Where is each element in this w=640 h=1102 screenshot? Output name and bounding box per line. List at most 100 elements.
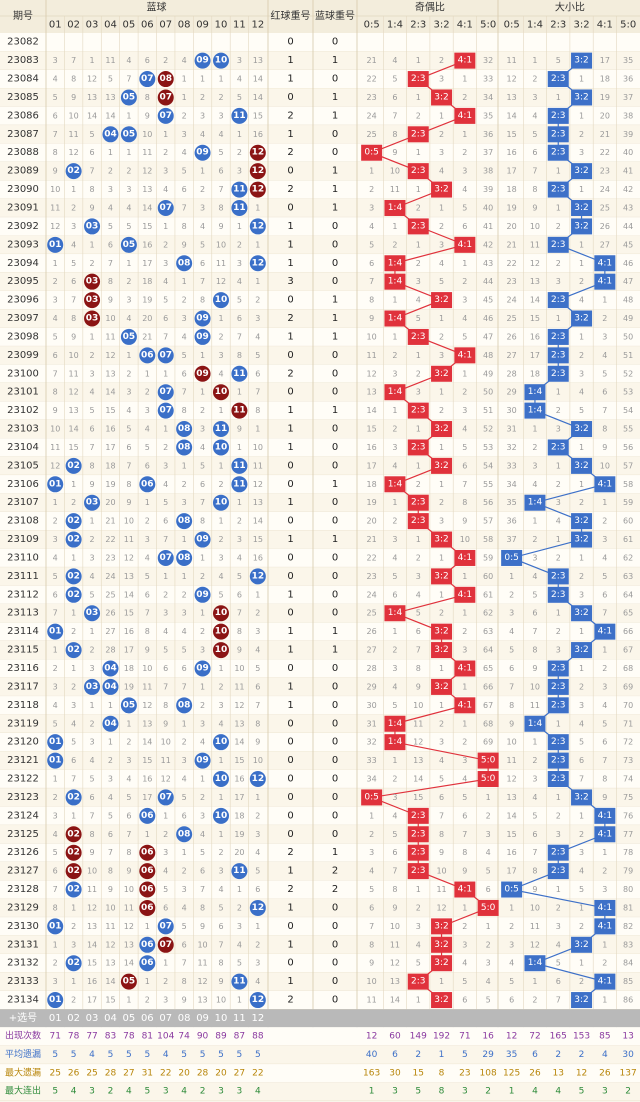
blue-ball-hit [139,863,156,880]
oe-miss-count: 7 [392,867,397,876]
oe-miss-count: 3 [416,277,421,286]
bs-miss-count: 13 [530,277,540,286]
stats-blue-value: 25 [86,1068,97,1078]
bs-miss-count: 11 [530,922,540,931]
blue-miss-count: 2 [237,903,242,912]
bs-miss-count: 4 [556,940,561,949]
stats-blue-value: 27 [123,1068,134,1078]
blue-miss-count: 16 [87,977,97,986]
oe-miss-count: 7 [439,811,444,820]
blue-miss-count: 5 [126,425,131,434]
bs-miss-count: 1 [579,480,584,489]
red-repeat-value: 2 [287,995,293,1006]
bs-miss-count: 23 [600,167,610,176]
oe-miss-count: 8 [462,848,467,857]
oe-miss-count: 1 [416,148,421,157]
row-bg [0,714,640,733]
bs-miss-count: 5 [602,369,607,378]
blue-miss-count: 2 [218,93,223,102]
stats-blue-value: 4 [181,1087,187,1097]
oe-miss-count: 1 [416,56,421,65]
bs-miss-count: 56 [623,443,633,452]
blue-miss-count: 4 [237,75,242,84]
blue-miss-count: 7 [218,185,223,194]
oe-hit-cell [384,310,406,327]
blue-miss-count: 3 [53,811,58,820]
row-bg [0,732,640,752]
blue-miss-count: 3 [255,959,260,968]
bs-miss-count: 1 [556,167,561,176]
blue-ball-hit [84,605,101,622]
blue-miss-count: 9 [126,867,131,876]
blue-miss-count: 6 [126,811,131,820]
blue-miss-count: 3 [163,848,168,857]
blue-ball-hit [231,476,248,493]
blue-repeat-value: 1 [332,166,338,177]
oe-miss-count: 62 [483,609,493,618]
red-repeat-value: 0 [287,571,293,582]
blue-miss-count: 10 [142,664,152,673]
oe-miss-count: 3 [462,756,467,765]
blue-miss-count: 1 [71,553,76,562]
blue-miss-count: 3 [90,738,95,747]
issue-number: 23112 [7,589,39,600]
blue-miss-count: 13 [234,719,244,728]
oe-miss-count: 11 [390,185,400,194]
blue-ball-number: 07 [159,350,172,360]
bs-miss-count: 2 [602,959,607,968]
blue-ball-hit [157,89,174,106]
blue-miss-count: 3 [237,922,242,931]
blue-miss-count: 21 [105,517,115,526]
blue-miss-count: 15 [234,756,244,765]
blue-miss-count: 10 [197,940,207,949]
blue-miss-count: 1 [145,369,150,378]
blue-miss-count: 12 [161,775,171,784]
blue-miss-count: 5 [237,93,242,102]
blue-col-label: 02 [67,20,80,31]
bs-miss-count: 1 [579,443,584,452]
blue-ball-number: 01 [49,240,62,250]
blue-miss-count: 4 [218,885,223,894]
blue-miss-count: 2 [163,56,168,65]
bs-miss-count: 7 [509,682,514,691]
blue-miss-count: 5 [255,351,260,360]
blue-miss-count: 3 [126,185,131,194]
oe-miss-count: 1 [392,498,397,507]
blue-miss-count: 4 [218,572,223,581]
bs-miss-count: 2 [579,977,584,986]
blue-miss-count: 3 [182,130,187,139]
stats-bs-value: 4 [532,1087,538,1097]
bs-miss-count: 68 [623,664,633,673]
blue-col-label: 01 [49,20,62,31]
issue-number: 23121 [7,755,39,766]
bs-hit-label: 2:3 [551,350,565,360]
issue-number: 23102 [7,405,39,416]
blue-miss-count: 1 [182,719,187,728]
bs-hit-cell [594,918,616,935]
blue-miss-count: 1 [163,222,168,231]
oe-hit-label: 0:5 [364,792,378,802]
blue-miss-count: 1 [163,959,168,968]
bs-miss-count: 19 [507,203,517,212]
blue-miss-count: 8 [218,203,223,212]
bs-col-label: 2:3 [550,20,566,31]
oe-miss-count: 33 [483,75,493,84]
oe-miss-count: 1 [416,240,421,249]
oe-miss-count: 68 [483,719,493,728]
row-bg [0,456,640,476]
red-repeat-value: 1 [287,258,293,269]
blue-miss-count: 6 [90,148,95,157]
bs-hit-cell [547,697,569,714]
oe-miss-count: 1 [462,903,467,912]
bs-miss-count: 5 [556,959,561,968]
bs-miss-count: 1 [579,240,584,249]
bs-hit-label: 1:4 [528,406,543,416]
oe-miss-count: 2 [462,277,467,286]
oe-miss-count: 3 [462,406,467,415]
bs-miss-count: 4 [579,388,584,397]
blue-ball-hit [120,328,137,345]
oe-hit-cell [454,586,476,603]
blue-ball-hit [84,310,101,327]
blue-ball-hit [212,605,229,622]
stats-blue-value: 78 [123,1031,135,1041]
